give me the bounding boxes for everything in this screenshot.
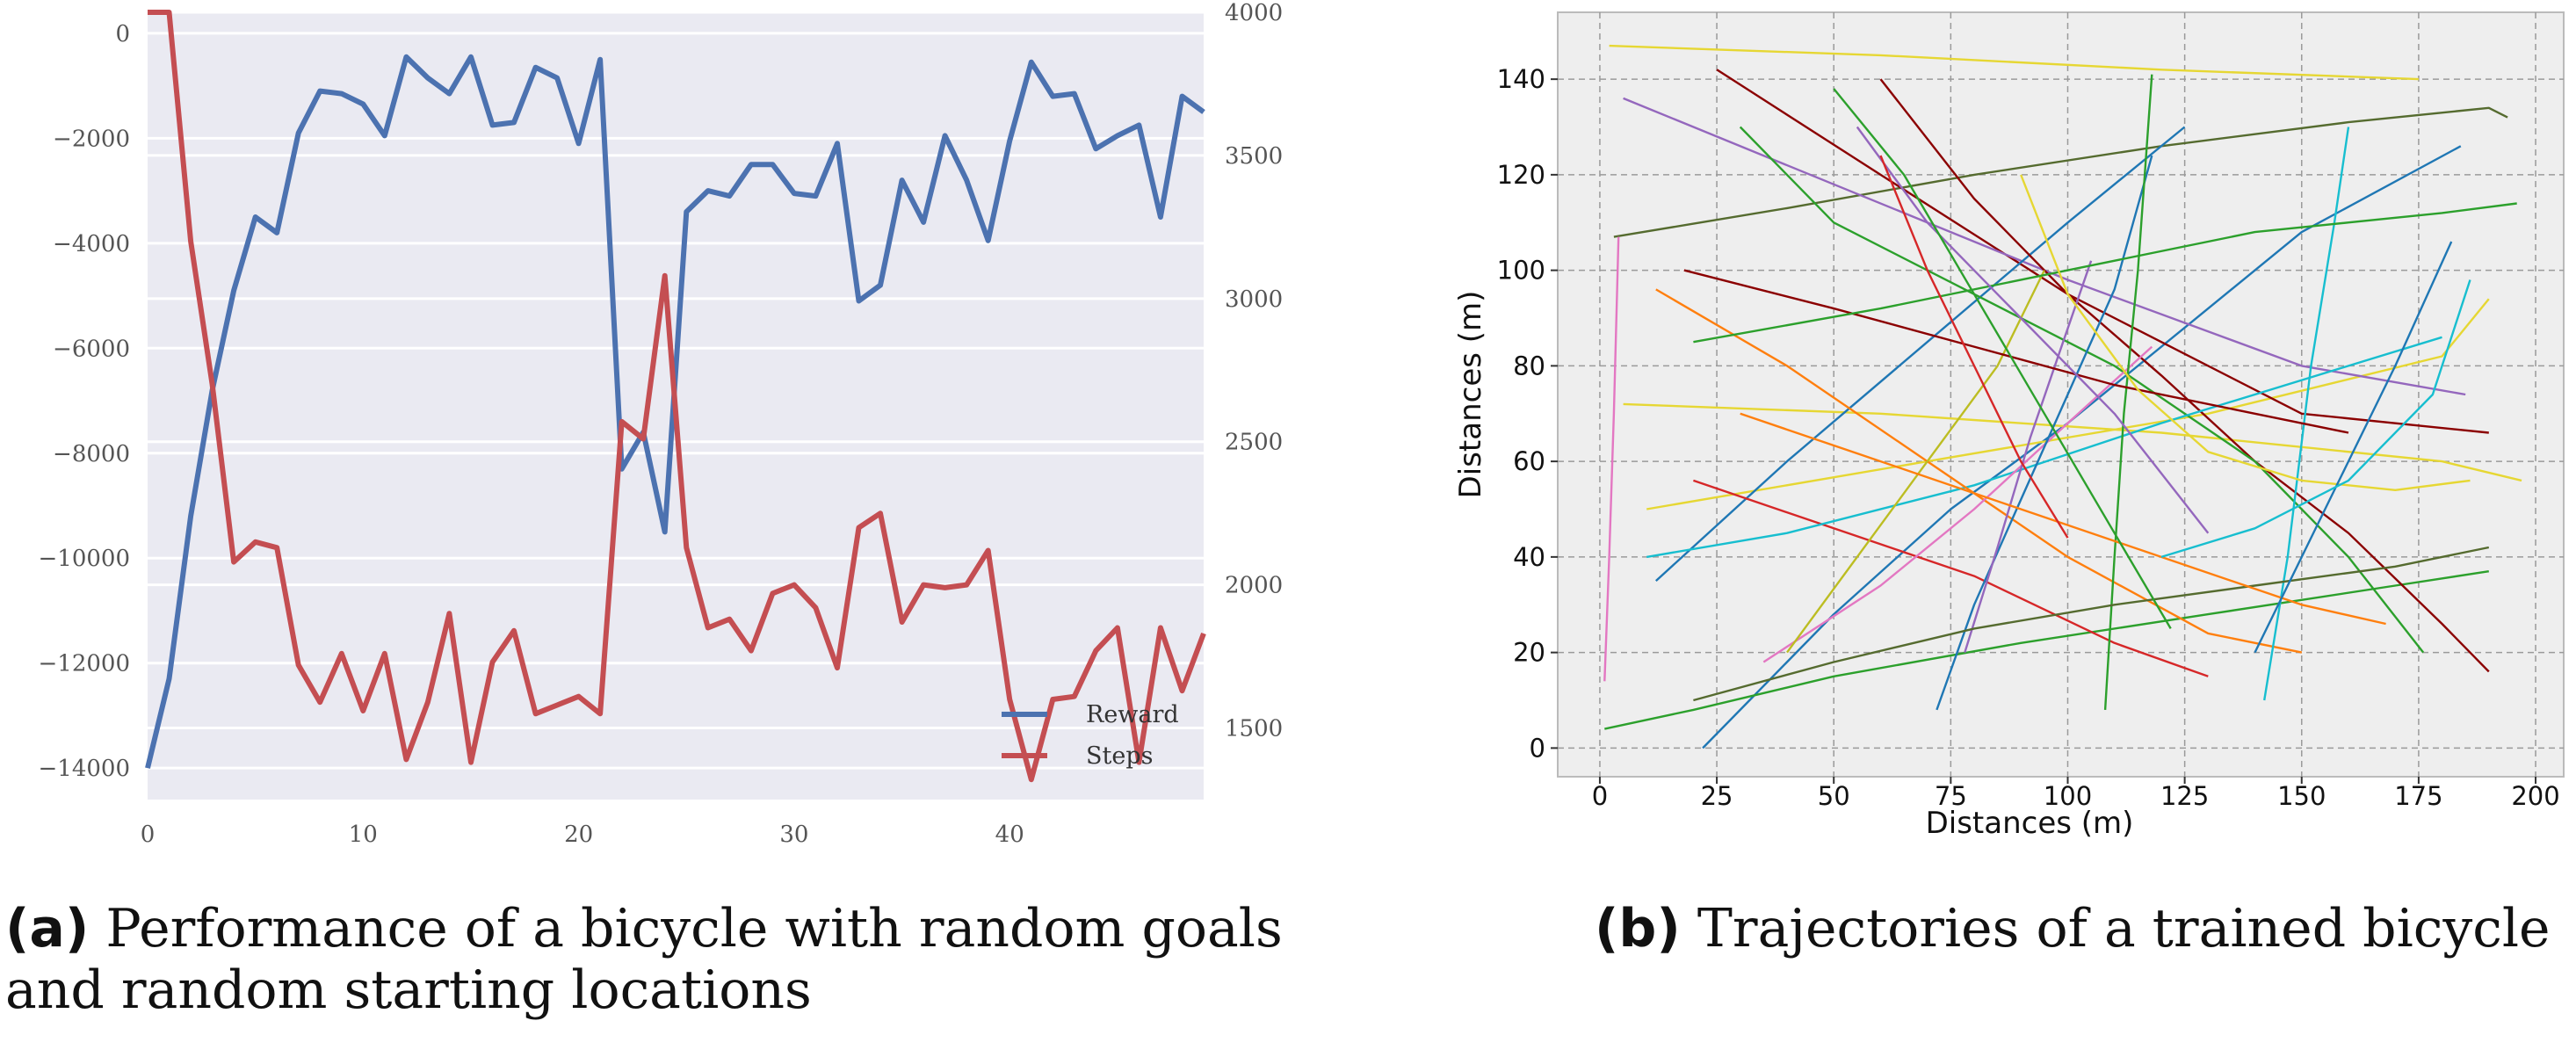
y-tick-label: 140 [1497,64,1545,94]
trajectory-30-line [1833,88,2172,630]
x-tick-label: 75 [1935,781,1967,811]
y-tick-label: 0 [1530,733,1545,763]
trajectory-15-line [1762,345,2153,663]
trajectory-31-line [1603,236,1620,682]
trajectory-10-line [1693,479,2209,677]
x-tick-label: 0 [141,822,156,848]
y-right-tick-label: 1500 [1225,716,1283,742]
trajectory-8-line [1623,97,2466,396]
trajectory-26-line [2254,241,2453,654]
trajectory-23-line [1740,412,2386,626]
y-left-tick-label: −6000 [53,336,130,362]
trajectory-22-line [1693,546,2490,702]
trajectory-27-line [1856,126,2210,534]
trajectory-20-line [2263,127,2350,701]
legend-steps-label: Steps [1086,742,1153,770]
x-tick-label: 10 [349,822,378,848]
y-left-tick-label: −10000 [39,546,131,572]
caption-a-label: (a) [5,898,90,959]
caption-a-text: Performance of a bicycle with random goa… [5,898,1283,1021]
x-tick-label: 25 [1701,781,1733,811]
reward-steps-series [145,10,1206,783]
y-tick-label: 40 [1513,542,1545,572]
x-tick-label: 40 [995,822,1024,848]
x-tick-label: 100 [2044,781,2092,811]
trajectories-x-axis-label: Distances (m) [1926,806,2134,841]
trajectory-14-line [1655,288,2303,654]
trajectories-series [1603,44,2522,749]
caption-b-label: (b) [1595,898,1681,959]
reward-steps-legend: Reward Steps [1002,701,1179,770]
x-tick-label: 150 [2277,781,2326,811]
trajectory-21-line [1683,269,2349,434]
trajectory-28-line [1879,155,2069,539]
reward-steps-ticks: 0 −2000 −4000 −6000 −8000 −10000 −12000 −14000 4… [39,0,1284,848]
y-right-tick-label: 3500 [1225,143,1283,170]
trajectories-ticks: 0 25 50 75 100 125 150 175 200 0 20 40 60 80 100 120 140 [1497,64,2560,811]
figure-canvas: 0 −2000 −4000 −6000 −8000 −10000 −12000 −14000 4… [39,0,2565,848]
trajectories-chart: 0 25 50 75 100 125 150 175 200 0 20 40 60 80 100 120 140… [1453,11,2565,841]
x-tick-label: 0 [1592,781,1608,811]
trajectory-5-line [1623,402,2522,482]
trajectories-plot-area [1557,11,2565,778]
x-tick-label: 30 [779,822,808,848]
x-tick-label: 175 [2394,781,2442,811]
trajectories-y-axis-label: Distances (m) [1453,291,1488,499]
trajectory-18-line [2103,74,2153,710]
y-tick-label: 80 [1513,351,1545,380]
y-right-tick-label: 2500 [1225,430,1283,456]
trajectory-19-line [1964,260,2093,653]
trajectory-2-line [1604,570,2489,730]
series-reward-line [145,54,1205,769]
trajectory-6-line [1646,298,2490,510]
caption-a: (a) Performance of a bicycle with random… [5,898,1358,1021]
y-left-tick-label: 0 [115,21,130,47]
x-tick-label: 125 [2160,781,2209,811]
y-left-tick-label: −2000 [53,126,130,152]
y-tick-label: 120 [1497,160,1545,190]
reward-steps-chart: 0 −2000 −4000 −6000 −8000 −10000 −12000 −14000 4… [39,0,1284,848]
trajectory-9-line [1654,126,2186,582]
y-right-tick-label: 3000 [1225,286,1283,313]
trajectory-25-line [2020,174,2471,491]
caption-b: (b) Trajectories of a trained bicycle [1595,898,2561,959]
trajectory-12-line [1739,126,2425,654]
y-left-tick-label: −4000 [53,231,130,257]
series-steps-line [148,10,1206,783]
y-tick-label: 20 [1513,638,1545,668]
y-right-tick-label: 4000 [1225,0,1283,26]
trajectory-4-line [1609,44,2419,81]
y-left-tick-label: −14000 [39,756,131,782]
x-tick-label: 50 [1818,781,1850,811]
x-tick-label: 200 [2511,781,2559,811]
y-tick-label: 100 [1497,256,1545,286]
trajectory-24-line [1693,202,2517,344]
reward-steps-gridlines [148,11,1204,770]
trajectory-11-line [1879,78,2490,673]
legend-reward-label: Reward [1086,701,1179,728]
trajectory-29-line [2160,279,2471,559]
trajectory-17-line [1936,155,2153,711]
caption-b-text: Trajectories of a trained bicycle [1697,898,2551,959]
y-right-tick-label: 2000 [1225,573,1283,599]
trajectory-16-line [1786,270,2045,654]
y-left-tick-label: −12000 [39,651,131,677]
y-left-tick-label: −8000 [53,441,130,467]
x-tick-label: 20 [564,822,593,848]
y-tick-label: 60 [1513,446,1545,476]
